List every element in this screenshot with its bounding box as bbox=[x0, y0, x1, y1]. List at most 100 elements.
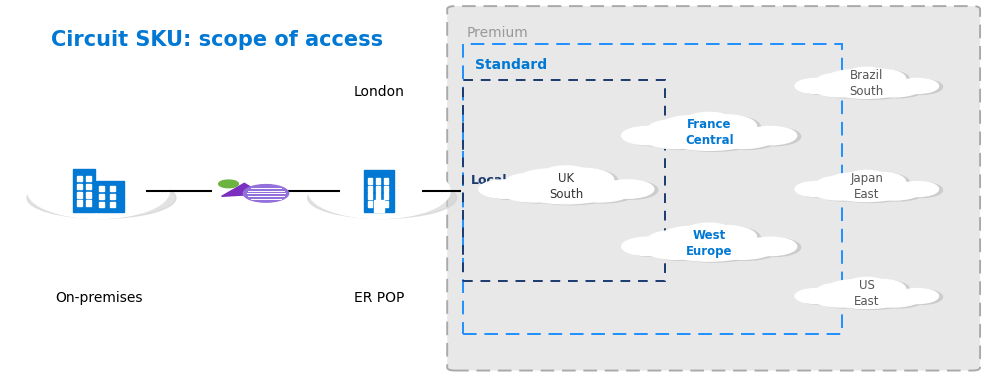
Ellipse shape bbox=[647, 128, 713, 149]
Ellipse shape bbox=[832, 78, 909, 99]
Ellipse shape bbox=[795, 181, 837, 197]
Bar bbox=[368, 178, 371, 185]
Text: On-premises: On-premises bbox=[55, 291, 142, 305]
Text: Japan
East: Japan East bbox=[850, 172, 884, 201]
Ellipse shape bbox=[553, 168, 614, 191]
Ellipse shape bbox=[647, 238, 713, 260]
Ellipse shape bbox=[749, 127, 801, 146]
Bar bbox=[77, 184, 82, 189]
Bar bbox=[87, 176, 92, 181]
Ellipse shape bbox=[900, 79, 943, 94]
Ellipse shape bbox=[821, 177, 863, 193]
Text: ER POP: ER POP bbox=[354, 291, 405, 305]
Text: West
Europe: West Europe bbox=[686, 229, 733, 258]
Ellipse shape bbox=[521, 170, 587, 194]
Bar bbox=[97, 181, 124, 212]
Ellipse shape bbox=[830, 174, 885, 193]
Ellipse shape bbox=[817, 283, 859, 299]
Ellipse shape bbox=[859, 70, 909, 89]
Ellipse shape bbox=[900, 183, 943, 197]
Ellipse shape bbox=[625, 127, 678, 146]
Ellipse shape bbox=[849, 68, 892, 85]
Ellipse shape bbox=[606, 181, 658, 199]
Bar bbox=[368, 186, 371, 192]
Bar bbox=[368, 201, 371, 207]
Ellipse shape bbox=[855, 172, 905, 191]
Ellipse shape bbox=[664, 227, 730, 251]
Ellipse shape bbox=[896, 78, 939, 94]
Bar bbox=[368, 193, 371, 199]
Text: Premium: Premium bbox=[467, 26, 529, 40]
Ellipse shape bbox=[871, 183, 925, 201]
Ellipse shape bbox=[817, 176, 859, 192]
Ellipse shape bbox=[745, 237, 797, 256]
Ellipse shape bbox=[828, 77, 905, 99]
Ellipse shape bbox=[745, 126, 797, 145]
FancyBboxPatch shape bbox=[447, 6, 980, 371]
Ellipse shape bbox=[896, 288, 939, 304]
Bar bbox=[99, 194, 103, 199]
Ellipse shape bbox=[845, 170, 888, 187]
Bar bbox=[87, 201, 92, 206]
Ellipse shape bbox=[709, 126, 775, 149]
Ellipse shape bbox=[867, 79, 921, 97]
Ellipse shape bbox=[479, 180, 531, 198]
Ellipse shape bbox=[871, 80, 925, 98]
Ellipse shape bbox=[509, 174, 560, 193]
Bar bbox=[77, 192, 82, 197]
Ellipse shape bbox=[849, 278, 892, 295]
Circle shape bbox=[243, 185, 289, 202]
Ellipse shape bbox=[662, 235, 756, 261]
Ellipse shape bbox=[871, 290, 925, 308]
Ellipse shape bbox=[660, 115, 726, 139]
Ellipse shape bbox=[602, 180, 654, 198]
Bar bbox=[87, 184, 92, 189]
Ellipse shape bbox=[749, 238, 801, 256]
Bar bbox=[384, 193, 388, 199]
Ellipse shape bbox=[688, 113, 739, 133]
Polygon shape bbox=[222, 183, 262, 196]
Bar bbox=[384, 201, 388, 207]
Ellipse shape bbox=[570, 181, 636, 203]
Text: France
Central: France Central bbox=[685, 118, 734, 147]
Ellipse shape bbox=[813, 182, 867, 200]
Ellipse shape bbox=[832, 288, 909, 309]
Ellipse shape bbox=[713, 128, 779, 149]
Ellipse shape bbox=[845, 277, 888, 294]
Ellipse shape bbox=[830, 281, 885, 300]
Ellipse shape bbox=[859, 173, 909, 192]
Ellipse shape bbox=[817, 80, 871, 98]
Ellipse shape bbox=[666, 126, 760, 151]
Ellipse shape bbox=[826, 173, 881, 193]
Bar bbox=[110, 194, 115, 199]
Ellipse shape bbox=[821, 74, 863, 90]
Text: Circuit SKU: scope of access: Circuit SKU: scope of access bbox=[50, 30, 383, 50]
Ellipse shape bbox=[828, 287, 905, 309]
Ellipse shape bbox=[643, 237, 709, 259]
Ellipse shape bbox=[625, 238, 678, 256]
Ellipse shape bbox=[795, 288, 837, 304]
Text: London: London bbox=[354, 85, 405, 99]
Ellipse shape bbox=[896, 181, 939, 197]
Ellipse shape bbox=[695, 115, 756, 138]
Ellipse shape bbox=[799, 183, 841, 197]
Bar bbox=[99, 186, 103, 191]
Text: Local: Local bbox=[471, 174, 507, 187]
Bar bbox=[77, 201, 82, 206]
Text: UK
South: UK South bbox=[550, 172, 583, 201]
Ellipse shape bbox=[799, 79, 841, 94]
Bar bbox=[364, 170, 394, 212]
Text: Brazil
South: Brazil South bbox=[850, 69, 884, 98]
Ellipse shape bbox=[688, 224, 739, 244]
Bar bbox=[77, 176, 82, 181]
Bar bbox=[374, 200, 384, 212]
Ellipse shape bbox=[523, 179, 618, 205]
Bar bbox=[463, 80, 665, 281]
Ellipse shape bbox=[845, 67, 888, 84]
Circle shape bbox=[308, 163, 450, 219]
Ellipse shape bbox=[709, 237, 775, 259]
Ellipse shape bbox=[27, 177, 176, 219]
Ellipse shape bbox=[826, 70, 881, 89]
Bar bbox=[110, 186, 115, 191]
Ellipse shape bbox=[505, 173, 557, 192]
